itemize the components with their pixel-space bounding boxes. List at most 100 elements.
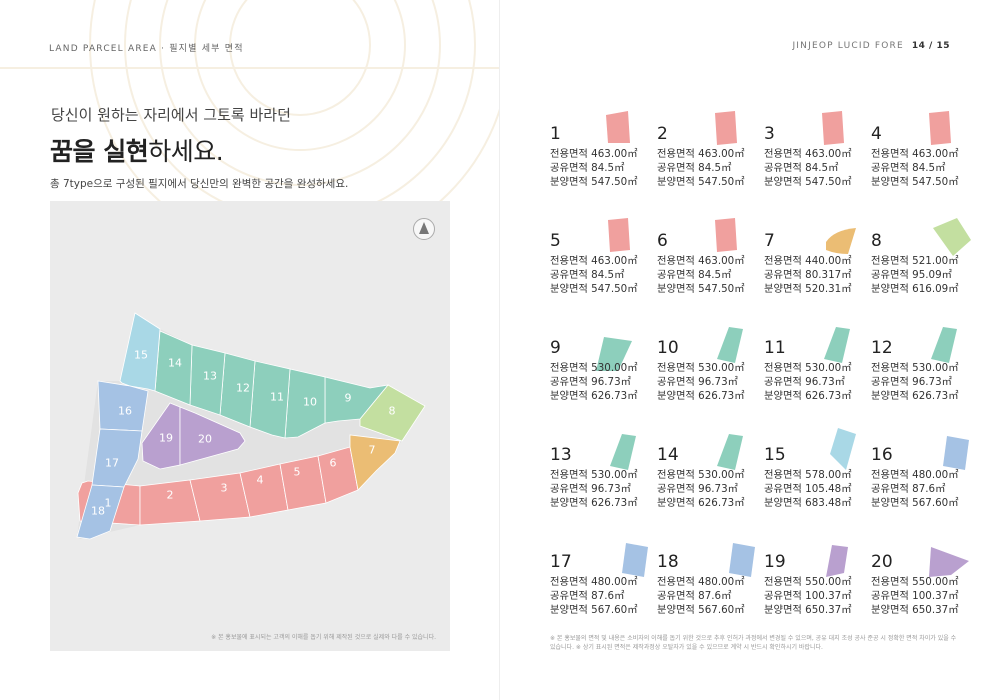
common-area: 공유면적 105.48㎡ bbox=[764, 483, 852, 496]
title-rest: 하세요. bbox=[148, 137, 224, 166]
parcel-shape-icon bbox=[929, 111, 951, 145]
parcel-area-values: 전용면적 463.00㎡ 공유면적 84.5㎡ 분양면적 547.50㎡ bbox=[657, 254, 745, 297]
parcel-card-16: 16 전용면적 480.00㎡ 공유면적 87.6㎡ 분양면적 567.60㎡ bbox=[871, 424, 971, 519]
parcel-card-9: 9 전용면적 530.00㎡ 공유면적 96.73㎡ 분양면적 626.73㎡ bbox=[550, 317, 650, 412]
right-page: JINJEOP LUCID FORE 14 / 15 bbox=[500, 0, 1000, 700]
map-parcel-20 bbox=[179, 406, 246, 466]
map-parcel-label-9: 9 bbox=[344, 391, 352, 405]
common-area: 공유면적 96.73㎡ bbox=[550, 483, 631, 496]
map-parcel-2 bbox=[139, 479, 201, 526]
parcel-number: 7 bbox=[764, 231, 775, 251]
common-area: 공유면적 84.5㎡ bbox=[550, 162, 625, 175]
section-title-ko: 필지별 세부 면적 bbox=[169, 44, 244, 54]
map-parcel-label-13: 13 bbox=[203, 369, 217, 383]
intro-description: 총 7type으로 구성된 필지에서 당신만의 완벽한 공간을 완성하세요. bbox=[50, 178, 349, 190]
parcel-number: 3 bbox=[764, 124, 775, 144]
common-area: 공유면적 96.73㎡ bbox=[550, 376, 631, 389]
parcel-area-values: 전용면적 480.00㎡ 공유면적 87.6㎡ 분양면적 567.60㎡ bbox=[550, 575, 638, 618]
exclusive-area: 전용면적 463.00㎡ bbox=[550, 255, 638, 267]
parcel-area-values: 전용면적 530.00㎡ 공유면적 96.73㎡ 분양면적 626.73㎡ bbox=[657, 468, 745, 511]
parcel-number: 14 bbox=[657, 445, 679, 465]
map-parcel-label-16: 16 bbox=[118, 404, 132, 418]
parcel-number: 4 bbox=[871, 124, 882, 144]
map-parcel-label-11: 11 bbox=[270, 390, 284, 404]
parcel-number: 18 bbox=[657, 552, 679, 572]
parcel-number: 8 bbox=[871, 231, 882, 251]
map-parcel-label-5: 5 bbox=[293, 465, 301, 479]
map-parcel-label-14: 14 bbox=[168, 356, 182, 370]
parcel-shape-icon bbox=[717, 434, 743, 470]
parcel-number: 11 bbox=[764, 338, 786, 358]
map-parcel-label-4: 4 bbox=[256, 473, 264, 487]
common-area: 공유면적 87.6㎡ bbox=[657, 590, 732, 603]
parcel-card-7: 7 전용면적 440.00㎡ 공유면적 80.317㎡ 분양면적 520.31㎡ bbox=[764, 210, 864, 305]
sale-area: 분양면적 547.50㎡ bbox=[764, 176, 852, 189]
map-parcel-16 bbox=[97, 380, 149, 432]
exclusive-area: 전용면적 530.00㎡ bbox=[550, 469, 638, 481]
parcel-number: 19 bbox=[764, 552, 786, 572]
sale-area: 분양면적 626.73㎡ bbox=[764, 390, 852, 403]
exclusive-area: 전용면적 463.00㎡ bbox=[550, 148, 638, 160]
map-parcel-label-19: 19 bbox=[159, 431, 173, 445]
parcel-number: 17 bbox=[550, 552, 572, 572]
parcel-shape-icon bbox=[729, 543, 755, 577]
common-area: 공유면적 87.6㎡ bbox=[550, 590, 625, 603]
parcel-area-values: 전용면적 463.00㎡ 공유면적 84.5㎡ 분양면적 547.50㎡ bbox=[550, 254, 638, 297]
map-parcel-label-7: 7 bbox=[368, 443, 376, 457]
map-parcel-3 bbox=[189, 472, 251, 522]
parcel-card-19: 19 전용면적 550.00㎡ 공유면적 100.37㎡ 분양면적 650.37㎡ bbox=[764, 531, 864, 626]
brand-header: JINJEOP LUCID FORE 14 / 15 bbox=[792, 41, 950, 51]
common-area: 공유면적 96.73㎡ bbox=[657, 483, 738, 496]
sale-area: 분양면적 547.50㎡ bbox=[550, 176, 638, 189]
sale-area: 분양면적 683.48㎡ bbox=[764, 497, 852, 510]
map-note: ※ 본 홍보물에 표시되는 고객의 이해를 돕기 위해 제작된 것으로 실제와 … bbox=[211, 634, 436, 641]
parcel-area-values: 전용면적 530.00㎡ 공유면적 96.73㎡ 분양면적 626.73㎡ bbox=[550, 361, 638, 404]
common-area: 공유면적 87.6㎡ bbox=[871, 483, 946, 496]
parcel-shape-icon bbox=[943, 436, 969, 470]
map-parcel-label-3: 3 bbox=[220, 481, 228, 495]
common-area: 공유면적 95.09㎡ bbox=[871, 269, 952, 282]
exclusive-area: 전용면적 463.00㎡ bbox=[657, 255, 745, 267]
map-parcel-15 bbox=[119, 312, 161, 392]
section-header: LAND PARCEL AREA · 필지별 세부 면적 bbox=[49, 41, 244, 54]
parcel-number: 2 bbox=[657, 124, 668, 144]
common-area: 공유면적 100.37㎡ bbox=[764, 590, 852, 603]
parcel-number: 16 bbox=[871, 445, 893, 465]
left-page: LAND PARCEL AREA · 필지별 세부 면적 당신이 원하는 자리에… bbox=[0, 0, 500, 651]
parcel-card-1: 1 전용면적 463.00㎡ 공유면적 84.5㎡ 분양면적 547.50㎡ bbox=[550, 103, 650, 198]
exclusive-area: 전용면적 550.00㎡ bbox=[764, 576, 852, 588]
parcel-card-2: 2 전용면적 463.00㎡ 공유면적 84.5㎡ 분양면적 547.50㎡ bbox=[657, 103, 757, 198]
parcel-shape-icon bbox=[610, 434, 636, 470]
parcel-shape-icon bbox=[830, 428, 856, 470]
exclusive-area: 전용면적 578.00㎡ bbox=[764, 469, 852, 481]
sale-area: 분양면적 626.73㎡ bbox=[657, 497, 745, 510]
sale-area: 분양면적 567.60㎡ bbox=[871, 497, 959, 510]
parcel-number: 12 bbox=[871, 338, 893, 358]
parcel-area-values: 전용면적 550.00㎡ 공유면적 100.37㎡ 분양면적 650.37㎡ bbox=[764, 575, 852, 618]
parcel-card-15: 15 전용면적 578.00㎡ 공유면적 105.48㎡ 분양면적 683.48㎡ bbox=[764, 424, 864, 519]
map-parcel-label-1: 1 bbox=[104, 496, 112, 510]
parcel-card-13: 13 전용면적 530.00㎡ 공유면적 96.73㎡ 분양면적 626.73㎡ bbox=[550, 424, 650, 519]
map-parcel-7 bbox=[349, 434, 401, 491]
site-map-drawing bbox=[76, 312, 426, 540]
sale-area: 분양면적 520.31㎡ bbox=[764, 283, 852, 296]
sale-area: 분양면적 567.60㎡ bbox=[657, 604, 745, 617]
parcel-card-10: 10 전용면적 530.00㎡ 공유면적 96.73㎡ 분양면적 626.73㎡ bbox=[657, 317, 757, 412]
parcel-card-4: 4 전용면적 463.00㎡ 공유면적 84.5㎡ 분양면적 547.50㎡ bbox=[871, 103, 971, 198]
sale-area: 분양면적 650.37㎡ bbox=[871, 604, 959, 617]
parcel-card-14: 14 전용면적 530.00㎡ 공유면적 96.73㎡ 분양면적 626.73㎡ bbox=[657, 424, 757, 519]
parcel-card-6: 6 전용면적 463.00㎡ 공유면적 84.5㎡ 분양면적 547.50㎡ bbox=[657, 210, 757, 305]
parcel-area-values: 전용면적 463.00㎡ 공유면적 84.5㎡ 분양면적 547.50㎡ bbox=[871, 147, 959, 190]
parcel-shape-icon bbox=[931, 327, 957, 363]
sale-area: 분양면적 626.73㎡ bbox=[550, 497, 638, 510]
exclusive-area: 전용면적 480.00㎡ bbox=[657, 576, 745, 588]
parcel-area-values: 전용면적 578.00㎡ 공유면적 105.48㎡ 분양면적 683.48㎡ bbox=[764, 468, 852, 511]
parcel-area-values: 전용면적 530.00㎡ 공유면적 96.73㎡ 분양면적 626.73㎡ bbox=[764, 361, 852, 404]
exclusive-area: 전용면적 463.00㎡ bbox=[657, 148, 745, 160]
brand-name: JINJEOP LUCID FORE bbox=[792, 41, 904, 51]
parcel-shape-icon bbox=[608, 218, 630, 252]
footnote: ※ 본 홍보물의 면적 및 내용은 소비자의 이해를 돕기 위한 것으로 추후 … bbox=[550, 635, 957, 651]
parcel-shape-icon bbox=[826, 228, 856, 254]
map-parcel-17 bbox=[91, 428, 143, 488]
